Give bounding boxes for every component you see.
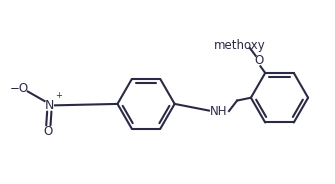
Text: methoxy: methoxy [214, 39, 265, 52]
Text: +: + [55, 91, 62, 100]
Text: −O: −O [10, 82, 29, 95]
Text: NH: NH [210, 105, 228, 118]
Text: O: O [255, 54, 264, 67]
Text: O: O [44, 125, 53, 138]
Text: N: N [45, 99, 54, 112]
